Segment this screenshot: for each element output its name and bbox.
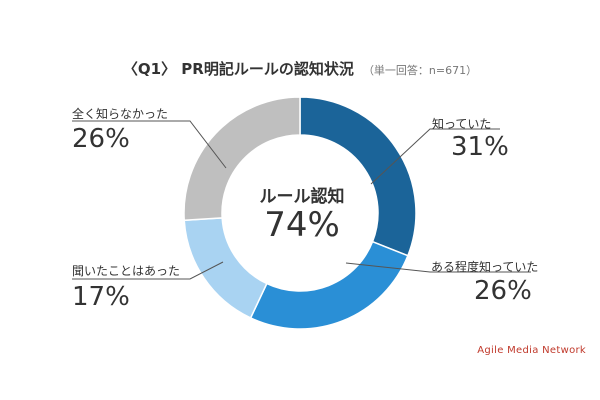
label-aruteido: ある程度知っていた [431,260,539,274]
label-shitteita: 知っていた [432,117,492,131]
chart-title: 〈Q1〉 PR明記ルールの認知状況 [122,60,354,78]
center-value: 74% [264,205,340,245]
slice-mattaku [183,96,301,222]
label-mattaku: 全く知らなかった [72,107,169,121]
value-aruteido: 26% [474,276,532,306]
leader-kiitakoto [72,261,224,280]
leader-mattaku [72,120,227,169]
label-kiitakoto: 聞いたことはあった [72,264,181,278]
slice-shitteita [299,96,417,257]
leader-aruteido [345,262,531,273]
chart-note: （単一回答：n=671） [362,64,478,77]
value-kiitakoto: 17% [72,282,130,312]
credit: Agile Media Network [477,345,586,356]
chart-title-row: 〈Q1〉 PR明記ルールの認知状況 （単一回答：n=671） [0,58,600,79]
value-mattaku: 26% [72,124,130,154]
center-label: ルール認知 [259,187,345,207]
slice-aruteido [249,240,409,330]
leader-shitteita [370,128,500,185]
value-shitteita: 31% [451,132,509,162]
